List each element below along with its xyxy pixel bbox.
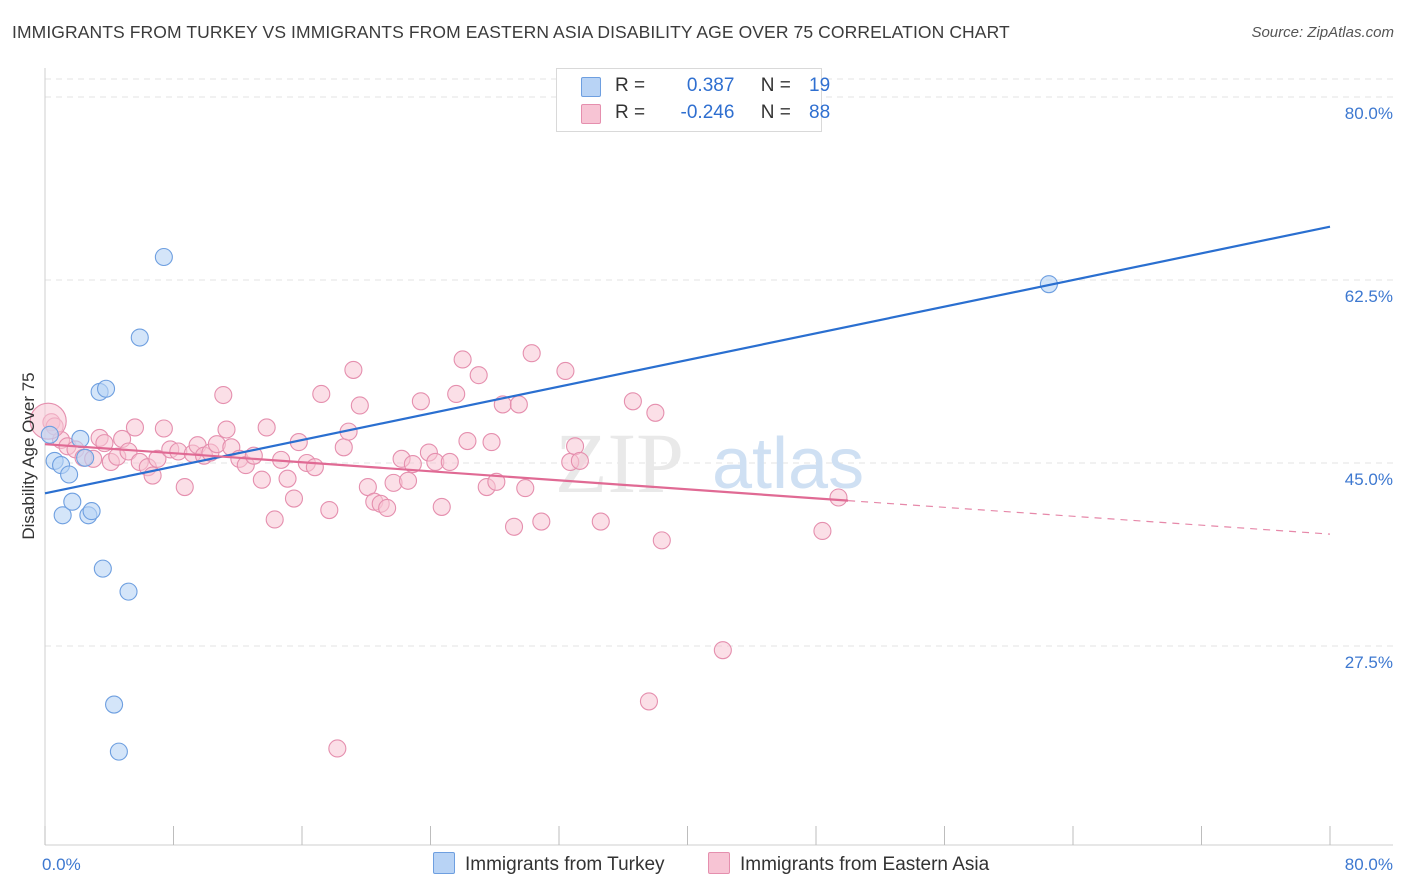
eastern-asia-point — [344, 360, 363, 379]
turkey-point — [93, 559, 112, 578]
eastern-asia-point — [278, 469, 297, 488]
turkey-point — [105, 695, 124, 714]
eastern-asia-point — [334, 438, 353, 457]
turkey-point — [60, 465, 79, 484]
turkey-point — [109, 742, 128, 761]
eastern-asia-point — [148, 449, 167, 468]
eastern-asia-point — [447, 384, 466, 404]
chart-title: IMMIGRANTS FROM TURKEY VS IMMIGRANTS FRO… — [12, 22, 1010, 42]
eastern-asia-point — [214, 385, 233, 405]
turkey-point — [96, 379, 116, 398]
eastern-asia-trend-extension — [848, 500, 1331, 535]
trend-lines — [44, 225, 1331, 535]
y-tick-label: 62.5% — [1345, 287, 1393, 306]
eastern-asia-trend-line — [44, 443, 849, 502]
correlation-legend: R = 0.387 N = 19 R = -0.246 N = 88 — [556, 68, 830, 132]
eastern-asia-point — [398, 471, 418, 490]
eastern-asia-point — [440, 452, 459, 472]
legend-n-value-eastern-asia: 88 — [809, 102, 831, 123]
turkey-point — [63, 492, 82, 511]
eastern-asia-point — [458, 431, 477, 451]
legend-r-value-turkey: 0.387 — [686, 75, 735, 96]
eastern-asia-point — [350, 396, 369, 415]
turkey-point — [130, 328, 149, 347]
bottom-legend-label-turkey: Immigrants from Turkey — [465, 854, 665, 875]
eastern-asia-point — [532, 512, 551, 531]
bottom-legend-swatch-eastern-asia — [708, 852, 730, 874]
eastern-asia-point — [623, 392, 642, 411]
eastern-asia-point — [328, 739, 347, 758]
eastern-asia-point — [217, 420, 236, 439]
eastern-asia-point — [713, 641, 732, 660]
eastern-asia-point — [646, 403, 665, 422]
eastern-asia-point — [482, 433, 501, 452]
x-tick-label: 80.0% — [1345, 855, 1393, 874]
eastern-asia-point — [556, 361, 575, 381]
eastern-asia-point — [257, 418, 276, 437]
eastern-asia-point — [652, 531, 671, 550]
eastern-asia-point — [570, 451, 589, 470]
eastern-asia-point — [154, 419, 173, 438]
eastern-asia-point — [265, 510, 284, 529]
watermark: ZIP atlas — [555, 415, 864, 511]
eastern-asia-point — [591, 512, 610, 531]
source-label: Source: ZipAtlas.com — [1251, 24, 1394, 41]
legend-swatch-turkey — [581, 77, 601, 97]
eastern-asia-point — [509, 395, 528, 414]
turkey-point — [119, 582, 138, 601]
eastern-asia-point — [320, 501, 339, 520]
eastern-asia-point — [516, 479, 535, 498]
eastern-asia-point — [453, 350, 472, 369]
axes: 27.5% 45.0% 62.5% 80.0% 0.0% 80.0% — [42, 68, 1393, 874]
bottom-legend-eastern-asia: Immigrants from Eastern Asia — [708, 852, 989, 876]
legend-n-label: N = — [760, 102, 791, 123]
grid-lines — [45, 78, 1393, 647]
bottom-legend-swatch-turkey — [433, 852, 455, 874]
turkey-point — [40, 425, 59, 444]
y-tick-label: 45.0% — [1345, 470, 1393, 489]
turkey-point — [82, 502, 101, 521]
turkey-trend-line — [44, 225, 1331, 495]
eastern-asia-point — [252, 470, 271, 489]
eastern-asia-point — [175, 478, 194, 497]
eastern-asia-point — [284, 489, 304, 508]
eastern-asia-point — [469, 366, 488, 385]
turkey-point — [154, 247, 173, 267]
legend-r-value-eastern-asia: -0.246 — [680, 102, 735, 123]
eastern-asia-point — [829, 488, 848, 507]
series-eastern-asia-points — [29, 344, 848, 758]
eastern-asia-point — [522, 344, 541, 363]
eastern-asia-point — [504, 517, 524, 536]
eastern-asia-point — [378, 498, 397, 518]
eastern-asia-point — [487, 472, 506, 491]
eastern-asia-point — [305, 458, 324, 477]
y-axis-label: Disability Age Over 75 — [19, 372, 38, 539]
legend-r-label: R = — [615, 102, 646, 123]
turkey-point — [76, 448, 95, 467]
eastern-asia-point — [403, 454, 422, 474]
eastern-asia-point — [411, 392, 430, 411]
legend-swatch-eastern-asia — [581, 104, 601, 124]
turkey-point — [53, 506, 72, 525]
eastern-asia-point — [639, 692, 659, 711]
bottom-legend-label-eastern-asia: Immigrants from Eastern Asia — [740, 854, 990, 875]
legend-n-label: N = — [760, 75, 791, 96]
bottom-legend-turkey: Immigrants from Turkey — [433, 852, 665, 876]
x-tick-label: 0.0% — [42, 855, 81, 874]
y-tick-label: 27.5% — [1345, 653, 1393, 672]
eastern-asia-point — [125, 418, 144, 437]
y-tick-label: 80.0% — [1345, 104, 1393, 123]
eastern-asia-point — [312, 384, 331, 404]
turkey-point — [71, 429, 90, 448]
series-turkey-points — [40, 247, 1058, 761]
eastern-asia-point — [813, 521, 832, 541]
legend-r-label: R = — [615, 75, 646, 96]
legend-n-value-turkey: 19 — [809, 75, 831, 96]
eastern-asia-point — [432, 497, 451, 516]
